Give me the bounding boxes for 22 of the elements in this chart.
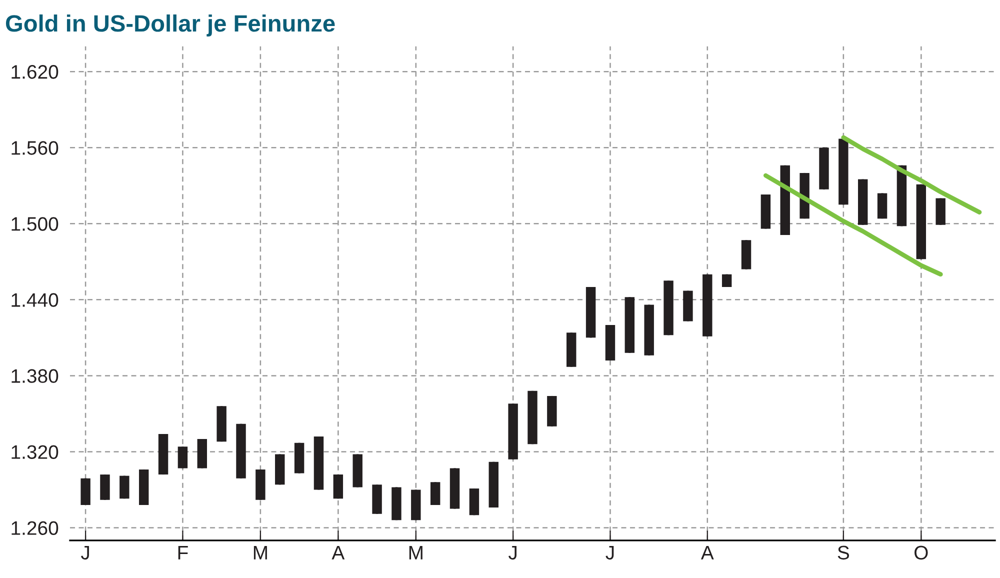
x-tick-label: S bbox=[838, 546, 850, 560]
x-tick-label: A bbox=[332, 546, 345, 560]
y-tick-label: 1.260 bbox=[12, 521, 58, 535]
line-series bbox=[763, 173, 943, 277]
y-tick-label: 1.620 bbox=[12, 65, 58, 79]
x-tick-label: O bbox=[914, 546, 928, 560]
x-tick-label: M bbox=[254, 546, 267, 560]
x-tick-label: J bbox=[80, 546, 89, 560]
line-series bbox=[841, 135, 982, 214]
chart-title: Gold in US-Dollar je Feinunze bbox=[6, 14, 335, 36]
x-tick-label: A bbox=[700, 546, 714, 560]
candlestick bbox=[430, 481, 440, 506]
y-tick-label: 1.380 bbox=[12, 369, 58, 383]
y-tick-label: 1.500 bbox=[12, 217, 58, 231]
x-tick-label: F bbox=[178, 546, 188, 560]
x-tick-label: M bbox=[409, 546, 422, 560]
y-tick-label: 1.560 bbox=[12, 141, 58, 155]
y-tick-label: 1.320 bbox=[12, 445, 58, 459]
y-tick-label: 1.440 bbox=[12, 293, 58, 307]
x-tick-label: J bbox=[606, 546, 614, 560]
x-tick-label: J bbox=[508, 546, 516, 560]
candlestick bbox=[178, 446, 188, 470]
